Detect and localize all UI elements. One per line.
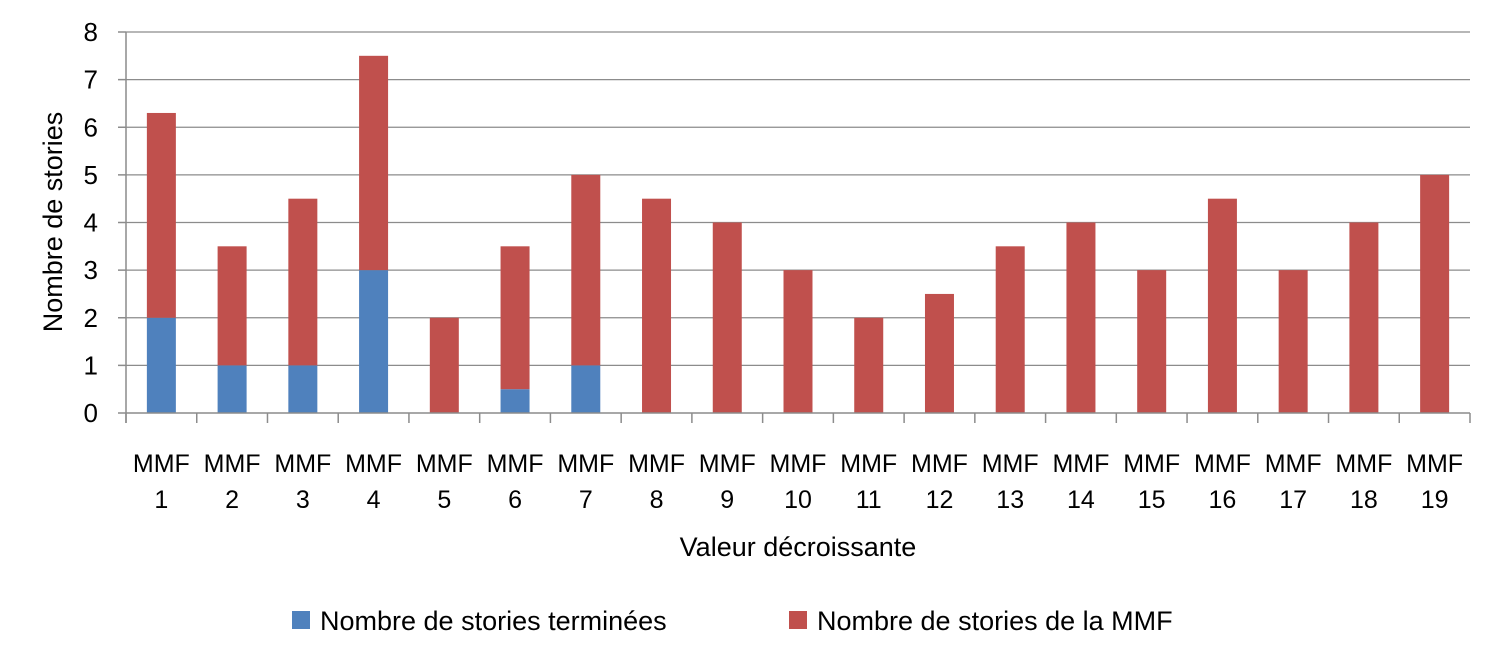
x-category-label-line2: 11 [856,486,882,514]
x-category-label-line1: MMF [840,450,897,478]
x-category-label-line2: 3 [296,486,310,514]
bars [146,55,1450,413]
x-category-label-line1: MMF [487,450,544,478]
bar-completed-stories [359,270,389,413]
y-tick-label: 3 [84,255,98,285]
x-category-label-line2: 1 [154,486,168,514]
bar-mmf-stories [217,246,247,366]
x-category-label-line1: MMF [982,450,1039,478]
x-category-labels: MMF 1 MMF 2 MMF 3 MMF 4 MMF 5 MMF 6 MMF 7 MMF 8 MMF 9 MMF 1… [133,450,1463,514]
bar-mmf-stories [1207,198,1237,413]
x-category-label-line1: MMF [133,450,190,478]
y-tick-label: 6 [84,112,98,142]
bar-mmf-stories [1066,222,1096,413]
x-category-label-line2: 4 [367,486,381,514]
bar-mmf-stories [359,55,389,271]
x-category-label-line2: 15 [1138,486,1166,514]
bar-mmf-stories [995,246,1025,413]
legend-label-completed: Nombre de stories terminées [320,606,667,636]
bar-mmf-stories [642,198,672,413]
x-category-label-line2: 13 [996,486,1024,514]
bar-mmf-stories [571,174,601,366]
y-tick-label: 8 [84,17,98,47]
x-category-label-line1: MMF [1194,450,1251,478]
x-category-label-line2: 8 [650,486,664,514]
bar-completed-stories [288,365,318,413]
x-category-label-line1: MMF [345,450,402,478]
x-category-label-line1: MMF [699,450,756,478]
bar-mmf-stories [924,293,954,413]
x-category-label-line1: MMF [416,450,473,478]
legend: Nombre de stories terminées Nombre de st… [292,606,1173,636]
bar-mmf-stories [1278,270,1308,413]
bar-mmf-stories [783,270,813,413]
bar-mmf-stories [854,317,884,413]
axes [118,31,1471,423]
x-category-label-line2: 18 [1350,486,1378,514]
y-tick-label: 1 [84,350,98,380]
y-tick-label: 0 [84,398,98,428]
x-category-label-line1: MMF [1265,450,1322,478]
x-category-label-line2: 2 [225,486,239,514]
x-category-label-line2: 19 [1421,486,1449,514]
y-tick-labels: 0 1 2 3 4 5 6 7 8 [84,17,98,428]
x-category-label-line2: 9 [720,486,734,514]
x-category-label-line2: 5 [437,486,451,514]
x-category-label-line2: 12 [926,486,954,514]
x-category-label-line1: MMF [204,450,261,478]
bar-mmf-stories [712,222,742,413]
y-axis-title: Nombre de stories [38,112,68,333]
y-tick-label: 2 [84,303,98,333]
x-category-label-line1: MMF [911,450,968,478]
bar-mmf-stories [1420,174,1450,413]
legend-swatch-completed [292,611,310,629]
x-axis-title: Valeur décroissante [680,532,917,562]
legend-label-mmf: Nombre de stories de la MMF [817,606,1173,636]
bar-mmf-stories [288,198,318,366]
x-category-label-line1: MMF [274,450,331,478]
bar-completed-stories [217,365,247,413]
bar-completed-stories [146,317,176,413]
bar-completed-stories [571,365,601,413]
x-category-label-line2: 14 [1067,486,1095,514]
x-category-label-line2: 16 [1209,486,1237,514]
y-tick-label: 7 [84,65,98,95]
x-category-label-line1: MMF [628,450,685,478]
x-category-label-line2: 7 [579,486,593,514]
bar-mmf-stories [1137,270,1167,413]
y-tick-label: 5 [84,160,98,190]
bar-mmf-stories [500,246,530,390]
x-category-label-line1: MMF [770,450,827,478]
x-category-label-line1: MMF [1123,450,1180,478]
x-category-label-line1: MMF [1052,450,1109,478]
bar-mmf-stories [1349,222,1379,413]
legend-swatch-mmf [789,611,807,629]
bar-mmf-stories [429,317,459,413]
bar-completed-stories [500,389,530,413]
bar-mmf-stories [146,112,176,318]
x-category-label-line2: 6 [508,486,522,514]
x-category-label-line1: MMF [557,450,614,478]
y-tick-label: 4 [84,208,98,238]
x-category-label-line1: MMF [1406,450,1463,478]
x-category-label-line1: MMF [1335,450,1392,478]
x-category-label-line2: 17 [1279,486,1307,514]
x-category-label-line2: 10 [784,486,812,514]
